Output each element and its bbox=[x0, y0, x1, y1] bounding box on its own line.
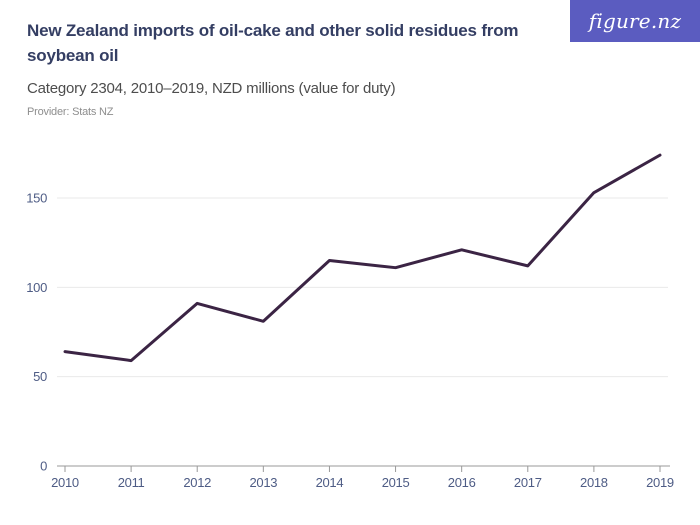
y-tick-label: 50 bbox=[33, 369, 47, 384]
page-title: New Zealand imports of oil-cake and othe… bbox=[27, 21, 519, 65]
data-provider-label: Provider: Stats NZ bbox=[27, 106, 114, 118]
y-tick-label: 100 bbox=[26, 280, 47, 295]
x-tick-label: 2017 bbox=[514, 475, 542, 490]
figurenz-logo[interactable]: figure.nz bbox=[570, 0, 700, 42]
y-tick-label: 0 bbox=[40, 459, 47, 474]
y-tick-label: 150 bbox=[26, 191, 47, 206]
x-tick-label: 2019 bbox=[646, 475, 674, 490]
chart-area: 0 50 100 150 2010 2011 2012 2013 2014 2015 2016 201… bbox=[0, 140, 700, 525]
x-tick-label: 2014 bbox=[316, 475, 344, 490]
x-tick-label: 2013 bbox=[249, 475, 277, 490]
x-tick-label: 2015 bbox=[382, 475, 410, 490]
data-line-series bbox=[63, 153, 662, 363]
x-tick-label: 2016 bbox=[448, 475, 476, 490]
chart-header: New Zealand imports of oil-cake and othe… bbox=[27, 18, 572, 118]
figurenz-logo-text: figure.nz bbox=[588, 9, 682, 33]
chart: 0 50 100 150 2010 2011 2012 2013 2014 2015 2016 201… bbox=[26, 153, 674, 490]
x-tick-label: 2012 bbox=[183, 475, 211, 490]
chart-subtitle: Category 2304, 2010–2019, NZD millions (… bbox=[27, 80, 396, 97]
x-tick-label: 2011 bbox=[118, 475, 145, 490]
x-tick-label: 2010 bbox=[51, 475, 79, 490]
x-tick-label: 2018 bbox=[580, 475, 608, 490]
